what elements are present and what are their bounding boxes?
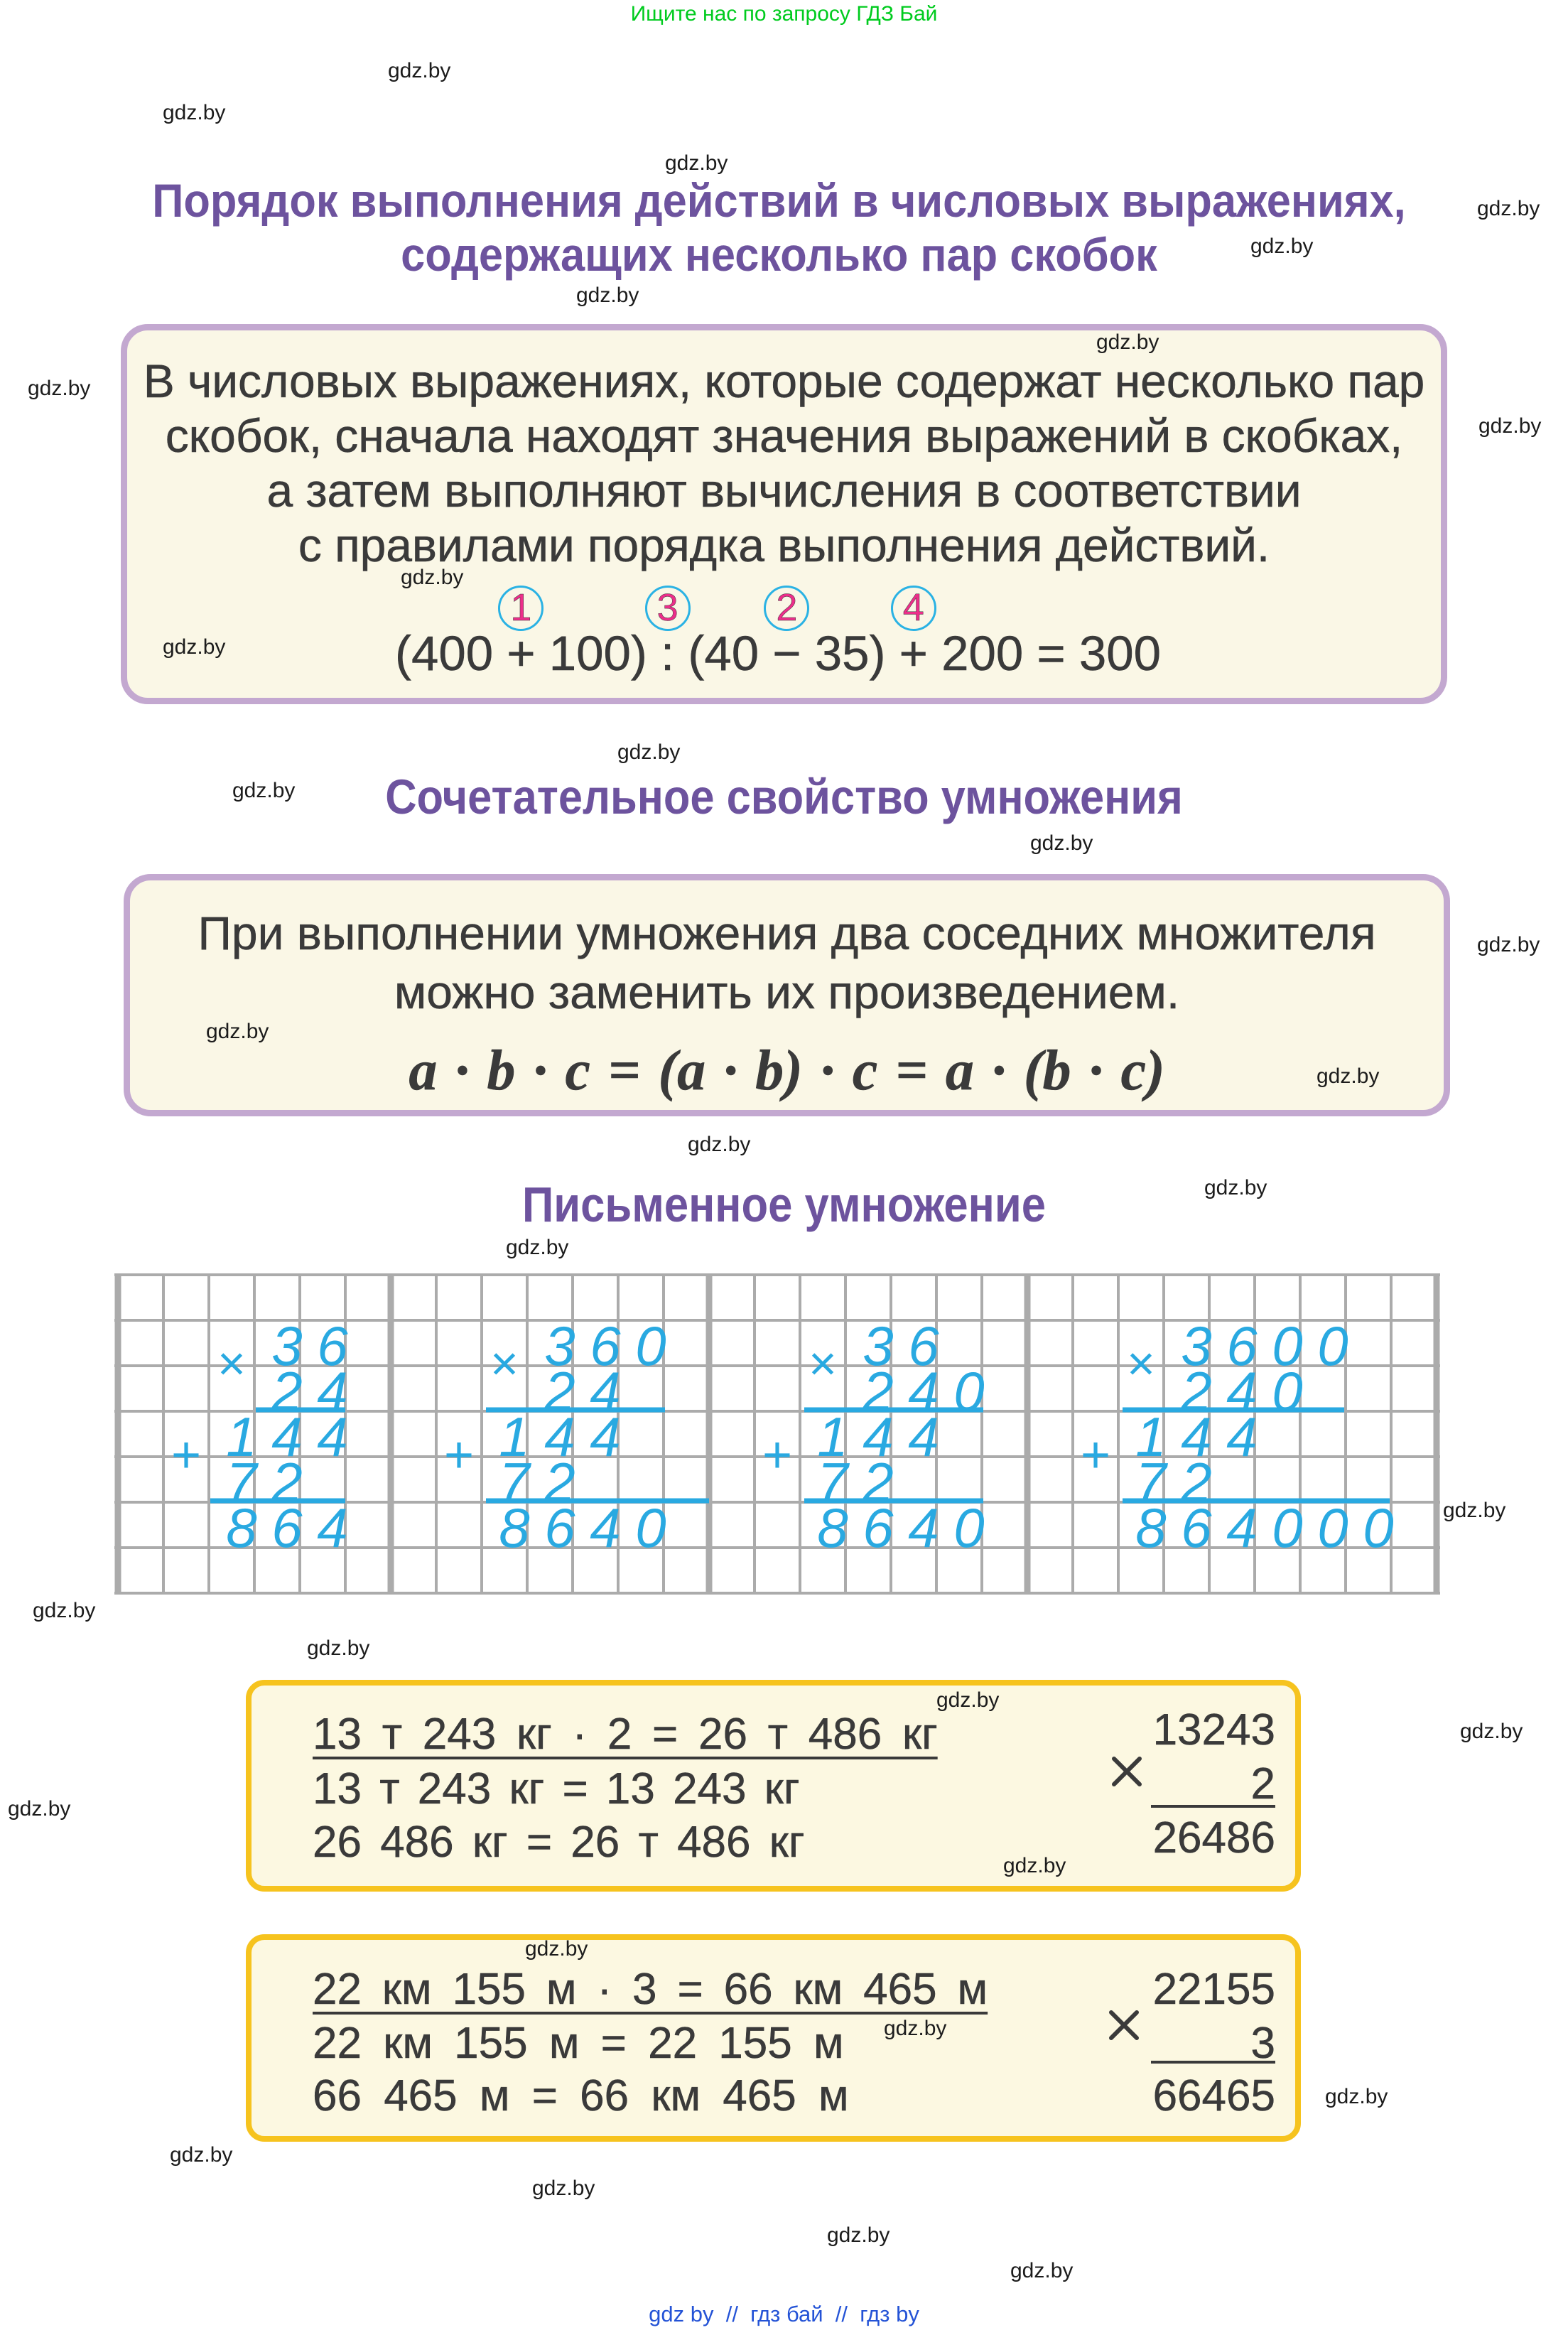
svg-text:8: 8 [1135, 1497, 1166, 1559]
svg-text:6: 6 [271, 1497, 303, 1559]
svg-text:×: × [217, 1337, 246, 1391]
svg-text:1: 1 [226, 1406, 256, 1468]
svg-text:3: 3 [1181, 1315, 1211, 1377]
svg-text:+: + [1081, 1427, 1110, 1484]
svg-text:4: 4 [1181, 1406, 1211, 1468]
svg-text:6: 6 [908, 1315, 939, 1377]
svg-text:+: + [171, 1427, 201, 1484]
svg-text:4: 4 [544, 1406, 575, 1468]
svg-text:3: 3 [863, 1315, 893, 1377]
svg-text:4: 4 [590, 1497, 620, 1559]
svg-text:6: 6 [544, 1497, 575, 1559]
svg-text:0: 0 [635, 1497, 666, 1559]
svg-text:0: 0 [1272, 1360, 1302, 1423]
svg-text:4: 4 [908, 1497, 939, 1559]
svg-text:1: 1 [817, 1406, 848, 1468]
svg-text:0: 0 [953, 1360, 984, 1423]
svg-text:8: 8 [499, 1497, 529, 1559]
svg-text:6: 6 [317, 1315, 348, 1377]
svg-text:4: 4 [590, 1406, 620, 1468]
svg-text:0: 0 [1272, 1315, 1302, 1377]
svg-text:0: 0 [635, 1315, 666, 1377]
svg-text:4: 4 [317, 1497, 347, 1559]
svg-text:4: 4 [908, 1406, 939, 1468]
svg-text:0: 0 [953, 1497, 984, 1559]
svg-text:×: × [490, 1337, 519, 1391]
svg-text:6: 6 [1226, 1315, 1258, 1377]
svg-text:×: × [1127, 1337, 1155, 1391]
svg-text:8: 8 [817, 1497, 848, 1559]
svg-text:+: + [444, 1427, 474, 1484]
svg-text:4: 4 [317, 1406, 347, 1468]
svg-text:3: 3 [544, 1315, 575, 1377]
svg-text:1: 1 [499, 1406, 529, 1468]
svg-text:0: 0 [1363, 1497, 1393, 1559]
svg-text:4: 4 [863, 1406, 893, 1468]
svg-text:6: 6 [1181, 1497, 1212, 1559]
svg-text:0: 0 [1317, 1315, 1348, 1377]
svg-text:4: 4 [271, 1406, 302, 1468]
svg-text:8: 8 [226, 1497, 256, 1559]
svg-text:1: 1 [1135, 1406, 1166, 1468]
svg-text:0: 0 [1272, 1497, 1302, 1559]
svg-text:6: 6 [863, 1497, 894, 1559]
svg-text:6: 6 [590, 1315, 621, 1377]
svg-text:4: 4 [1226, 1406, 1257, 1468]
svg-text:+: + [762, 1427, 792, 1484]
svg-text:0: 0 [1317, 1497, 1348, 1559]
svg-text:4: 4 [1226, 1497, 1257, 1559]
svg-text:×: × [809, 1337, 837, 1391]
svg-text:3: 3 [271, 1315, 302, 1377]
